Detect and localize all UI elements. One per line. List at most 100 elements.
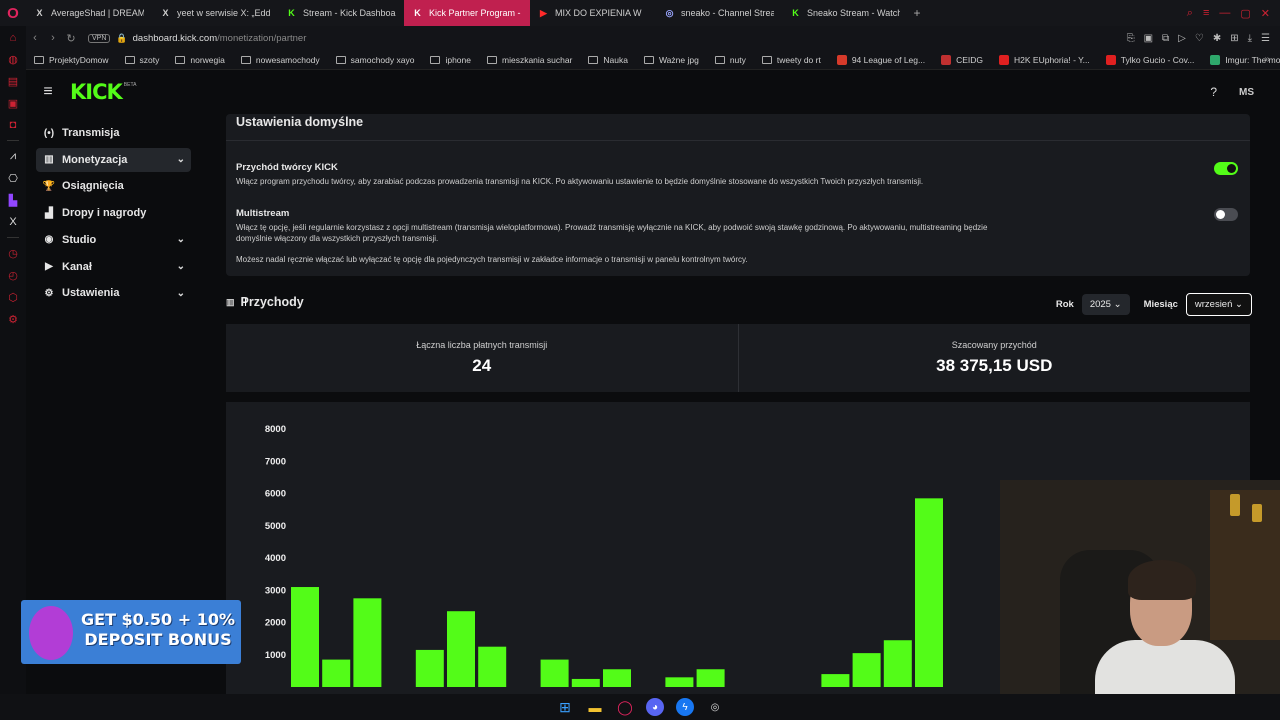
revenue-chart-icon: ▥	[226, 296, 235, 307]
bookmarks-overflow-icon[interactable]: »	[1264, 54, 1270, 65]
wallet-icon[interactable]: ⊞	[1230, 32, 1239, 44]
player-icon[interactable]: ▷	[1178, 32, 1186, 44]
heart-icon[interactable]: ♡	[1194, 32, 1204, 44]
vpn-badge[interactable]: VPN	[88, 33, 111, 43]
chevron-down-icon[interactable]: ⌄	[176, 261, 185, 272]
sidebar-item-3[interactable]: 🏆 Osiągnięcia	[36, 174, 191, 198]
chart-bar[interactable]	[852, 653, 881, 687]
capture-icon[interactable]: ⧉	[1162, 32, 1170, 44]
chart-bar[interactable]	[571, 678, 600, 687]
bookmark-item[interactable]: szoty	[117, 55, 168, 65]
reload-icon[interactable]: ↻	[66, 32, 76, 45]
bookmark-item[interactable]: samochody xayo	[328, 55, 423, 65]
multistream-toggle[interactable]	[1214, 208, 1238, 221]
messenger-icon[interactable]: ▣	[7, 98, 19, 110]
chart-bar[interactable]	[821, 674, 850, 687]
chevron-down-icon[interactable]: ⌄	[176, 287, 185, 299]
app-icon[interactable]: ⩘	[9, 150, 17, 162]
twitch-icon[interactable]: ▙	[8, 195, 18, 207]
forward-icon[interactable]: ›	[51, 32, 55, 44]
clock-icon[interactable]: ◴	[8, 270, 18, 282]
chart-bar[interactable]	[291, 587, 319, 687]
chart-bar[interactable]	[478, 646, 507, 687]
sidebar-item-5[interactable]: ◉ Studio ⌄	[36, 228, 191, 252]
chevron-down-icon[interactable]: ⌄	[176, 154, 185, 166]
minimize-button[interactable]: —	[1219, 7, 1231, 19]
hamburger-menu-icon[interactable]: ≡	[43, 83, 53, 100]
history-icon[interactable]: ◷	[8, 248, 18, 260]
chart-bar[interactable]	[665, 677, 694, 687]
browser-tab[interactable]: K Sneako Stream - Watch L	[782, 0, 908, 26]
browser-tab[interactable]: K Stream - Kick Dashboard	[278, 0, 404, 26]
opera-logo-icon[interactable]: O	[7, 4, 19, 22]
bookmark-item[interactable]: Imgur: The most a...	[1202, 54, 1280, 65]
sidebar-item-1[interactable]: (•) Transmisja	[36, 121, 191, 145]
settings-icon[interactable]: ⚙	[8, 314, 18, 326]
url-field[interactable]: dashboard.kick.com/monetization/partner	[133, 33, 307, 44]
easy-setup-icon[interactable]: ☰	[1261, 32, 1270, 44]
messenger-taskbar-icon[interactable]: ϟ	[676, 698, 694, 716]
bookmark-item[interactable]: ProjektyDomow	[26, 55, 117, 65]
kick-logo[interactable]: KICK	[70, 80, 123, 104]
opera-taskbar-icon[interactable]: ◯	[617, 698, 633, 715]
discord-icon[interactable]: ◕	[646, 698, 664, 716]
search-tabs-icon[interactable]: ⌕	[1186, 6, 1193, 19]
bookmark-item[interactable]: Nauka	[580, 55, 636, 65]
chart-bar[interactable]	[603, 669, 631, 687]
screenshot-icon[interactable]: ▣	[1143, 32, 1154, 44]
home-icon[interactable]: ⌂	[9, 32, 17, 44]
sidebar-item-7[interactable]: ⚙ Ustawienia ⌄	[36, 281, 191, 305]
bookmark-item[interactable]: H2K EUphoria! - Y...	[991, 54, 1098, 65]
bookmark-item[interactable]: nuty	[707, 55, 754, 65]
bookmark-item[interactable]: mieszkania suchar	[479, 55, 580, 65]
bookmark-item[interactable]: norwegia	[167, 55, 233, 65]
sidebar-item-6[interactable]: ▶ Kanał ⌄	[36, 255, 191, 279]
bookmark-page-icon[interactable]: ⎘	[1126, 32, 1135, 44]
aria-icon[interactable]: ◍	[8, 54, 18, 66]
bag-icon[interactable]: ▤	[7, 76, 19, 88]
chart-bar[interactable]	[322, 659, 351, 687]
sidebar-item-2[interactable]: ▥ Monetyzacja ⌄	[36, 147, 191, 172]
chevron-down-icon[interactable]: ⌄	[176, 234, 185, 246]
chart-bar[interactable]	[415, 649, 444, 687]
browser-tab[interactable]: ◎ sneako - Channel Stream	[656, 0, 782, 26]
bookmark-item[interactable]: iphone	[422, 55, 479, 65]
chart-bar[interactable]	[540, 659, 569, 687]
chart-bar[interactable]	[915, 498, 943, 687]
browser-tab[interactable]: K Kick Partner Program - K	[404, 0, 530, 26]
menu-icon[interactable]: ≡	[1202, 7, 1210, 19]
maximize-button[interactable]: ▢	[1240, 7, 1251, 20]
bookmark-item[interactable]: Tylko Gucio - Cov...	[1098, 54, 1203, 65]
chart-bar[interactable]	[447, 611, 475, 687]
avatar[interactable]: MS	[1239, 86, 1254, 98]
chatgpt-icon[interactable]: ⎔	[8, 173, 18, 185]
browser-tab[interactable]: X AverageShad | DREAM	[26, 0, 152, 26]
bookmark-item[interactable]: 94 League of Leg...	[829, 54, 933, 65]
obs-icon[interactable]: ◎	[710, 701, 720, 713]
sidebar-item-4[interactable]: ▟ Dropy i nagrody	[36, 201, 191, 225]
back-icon[interactable]: ‹	[33, 32, 37, 44]
bookmark-item[interactable]: tweety do rt	[754, 55, 829, 65]
month-select[interactable]: wrzesień ⌄	[1185, 292, 1252, 316]
instagram-icon[interactable]: ◘	[9, 119, 17, 131]
bookmark-item[interactable]: CEIDG	[933, 54, 991, 65]
creator-income-toggle[interactable]	[1214, 162, 1238, 175]
extensions-icon[interactable]: ✱	[1212, 32, 1222, 44]
bookmark-item[interactable]: Ważne jpg	[636, 55, 707, 65]
chart-bar[interactable]	[696, 669, 725, 687]
help-icon[interactable]: ?	[1210, 85, 1217, 99]
chart-bar[interactable]	[883, 640, 912, 687]
year-select[interactable]: 2025 ⌄	[1081, 293, 1130, 315]
close-button[interactable]: ✕	[1260, 7, 1270, 20]
chart-bar[interactable]	[353, 598, 382, 687]
file-explorer-icon[interactable]: ▬	[588, 699, 602, 715]
download-icon[interactable]: ⤓	[1247, 32, 1253, 44]
promo-banner[interactable]: GET $0.50 + 10% DEPOSIT BONUS	[21, 600, 241, 664]
bookmark-item[interactable]: nowesamochody	[233, 55, 328, 65]
new-tab-button[interactable]: +	[913, 6, 921, 20]
cube-icon[interactable]: ⬡	[8, 292, 18, 304]
windows-start-icon[interactable]: ⊞	[559, 698, 571, 715]
browser-tab[interactable]: ▶ MIX DO EXPIENIA W	[530, 0, 656, 26]
x-sidebar-icon[interactable]: X	[9, 216, 17, 228]
